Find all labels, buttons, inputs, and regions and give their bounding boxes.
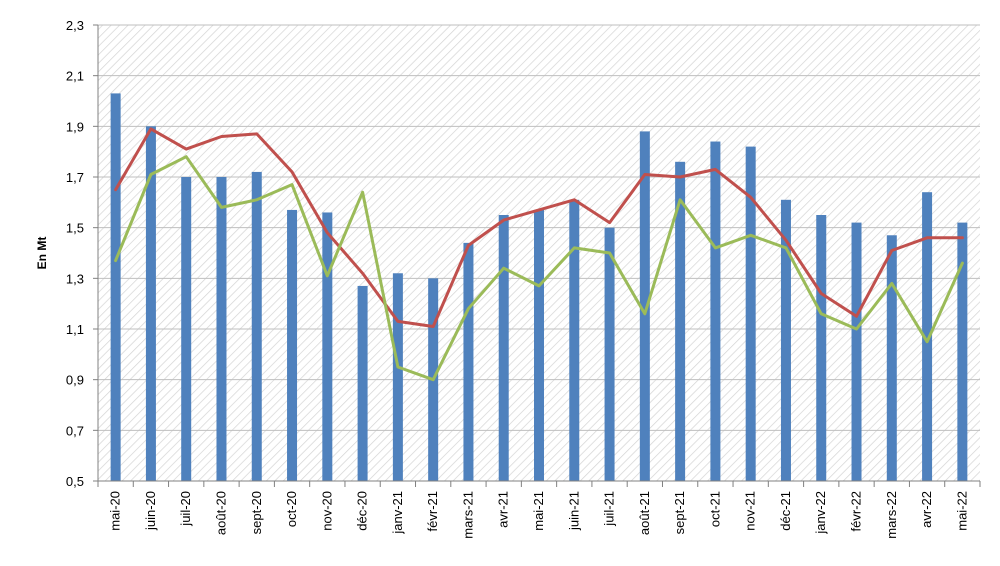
x-tick-label: mars-21 xyxy=(460,491,475,539)
bar xyxy=(851,222,862,481)
bar xyxy=(145,126,156,481)
x-tick-label: mai-20 xyxy=(108,491,123,531)
x-tick-label: mars-22 xyxy=(884,491,899,539)
x-tick-label: juil-20 xyxy=(178,491,193,527)
bar xyxy=(922,192,933,481)
x-tick-label: mai-21 xyxy=(531,491,546,531)
x-tick-label: oct-21 xyxy=(707,491,722,527)
x-tick-label: nov-20 xyxy=(319,491,334,531)
x-tick-label: févr-22 xyxy=(849,491,864,531)
x-tick-label: août-21 xyxy=(637,491,652,535)
x-tick-label: sept-21 xyxy=(672,491,687,534)
bar xyxy=(251,171,262,481)
series-line xyxy=(114,155,964,382)
bar xyxy=(710,141,721,482)
y-tick-label: 0,7 xyxy=(66,423,84,438)
y-tick-label: 0,5 xyxy=(66,474,84,489)
bar xyxy=(392,273,403,481)
x-tick-label: sept-20 xyxy=(249,491,264,534)
bar xyxy=(639,131,650,481)
x-tick-label: janv-21 xyxy=(390,491,405,535)
bar xyxy=(886,235,897,481)
x-tick-label: avr-22 xyxy=(919,491,934,528)
x-tick-label: juin-20 xyxy=(143,491,158,531)
y-tick-label: 2,3 xyxy=(66,18,84,33)
x-tick-label: avr-21 xyxy=(496,491,511,528)
y-tick-label: 1,1 xyxy=(66,322,84,337)
x-tick-label: févr-21 xyxy=(425,491,440,531)
y-tick-label: 1,9 xyxy=(66,119,84,134)
x-tick-label: mai-22 xyxy=(954,491,969,531)
bar xyxy=(287,209,298,481)
y-tick-label: 0,9 xyxy=(66,373,84,388)
bar xyxy=(780,199,791,482)
bar xyxy=(322,212,333,481)
bar-series xyxy=(110,93,968,482)
y-axis-label: En Mt xyxy=(35,237,49,270)
y-tick-label: 1,7 xyxy=(66,170,84,185)
bar xyxy=(604,227,615,481)
bar xyxy=(569,199,580,482)
bar xyxy=(534,209,544,481)
x-tick-label: déc-20 xyxy=(355,491,370,531)
bar xyxy=(745,146,756,481)
x-tick-label: déc-21 xyxy=(778,491,793,531)
bar xyxy=(675,161,686,482)
x-tick-label: juin-21 xyxy=(566,491,581,531)
y-tick-label: 1,5 xyxy=(66,221,84,236)
x-tick-label: juil-21 xyxy=(602,491,617,527)
bar xyxy=(816,215,827,481)
x-tick-label: nov-21 xyxy=(743,491,758,531)
bar xyxy=(181,177,192,481)
bar xyxy=(110,93,121,482)
y-tick-label: 2,1 xyxy=(66,69,84,84)
x-tick-label: janv-22 xyxy=(813,491,828,535)
x-tick-label: oct-20 xyxy=(284,491,299,527)
bar xyxy=(357,285,368,481)
bar xyxy=(463,242,474,481)
bar xyxy=(216,177,227,481)
line-series xyxy=(114,127,964,382)
bar xyxy=(498,215,509,481)
y-tick-label: 1,3 xyxy=(66,271,84,286)
series-line xyxy=(114,127,964,328)
bar xyxy=(957,222,968,481)
x-tick-label: août-20 xyxy=(213,491,228,535)
axes: 0,5 0,7 0,9 1,1 1,3 1,5 1,7 1,9 2,1 2,3 mai-20 juin… xyxy=(66,18,981,539)
